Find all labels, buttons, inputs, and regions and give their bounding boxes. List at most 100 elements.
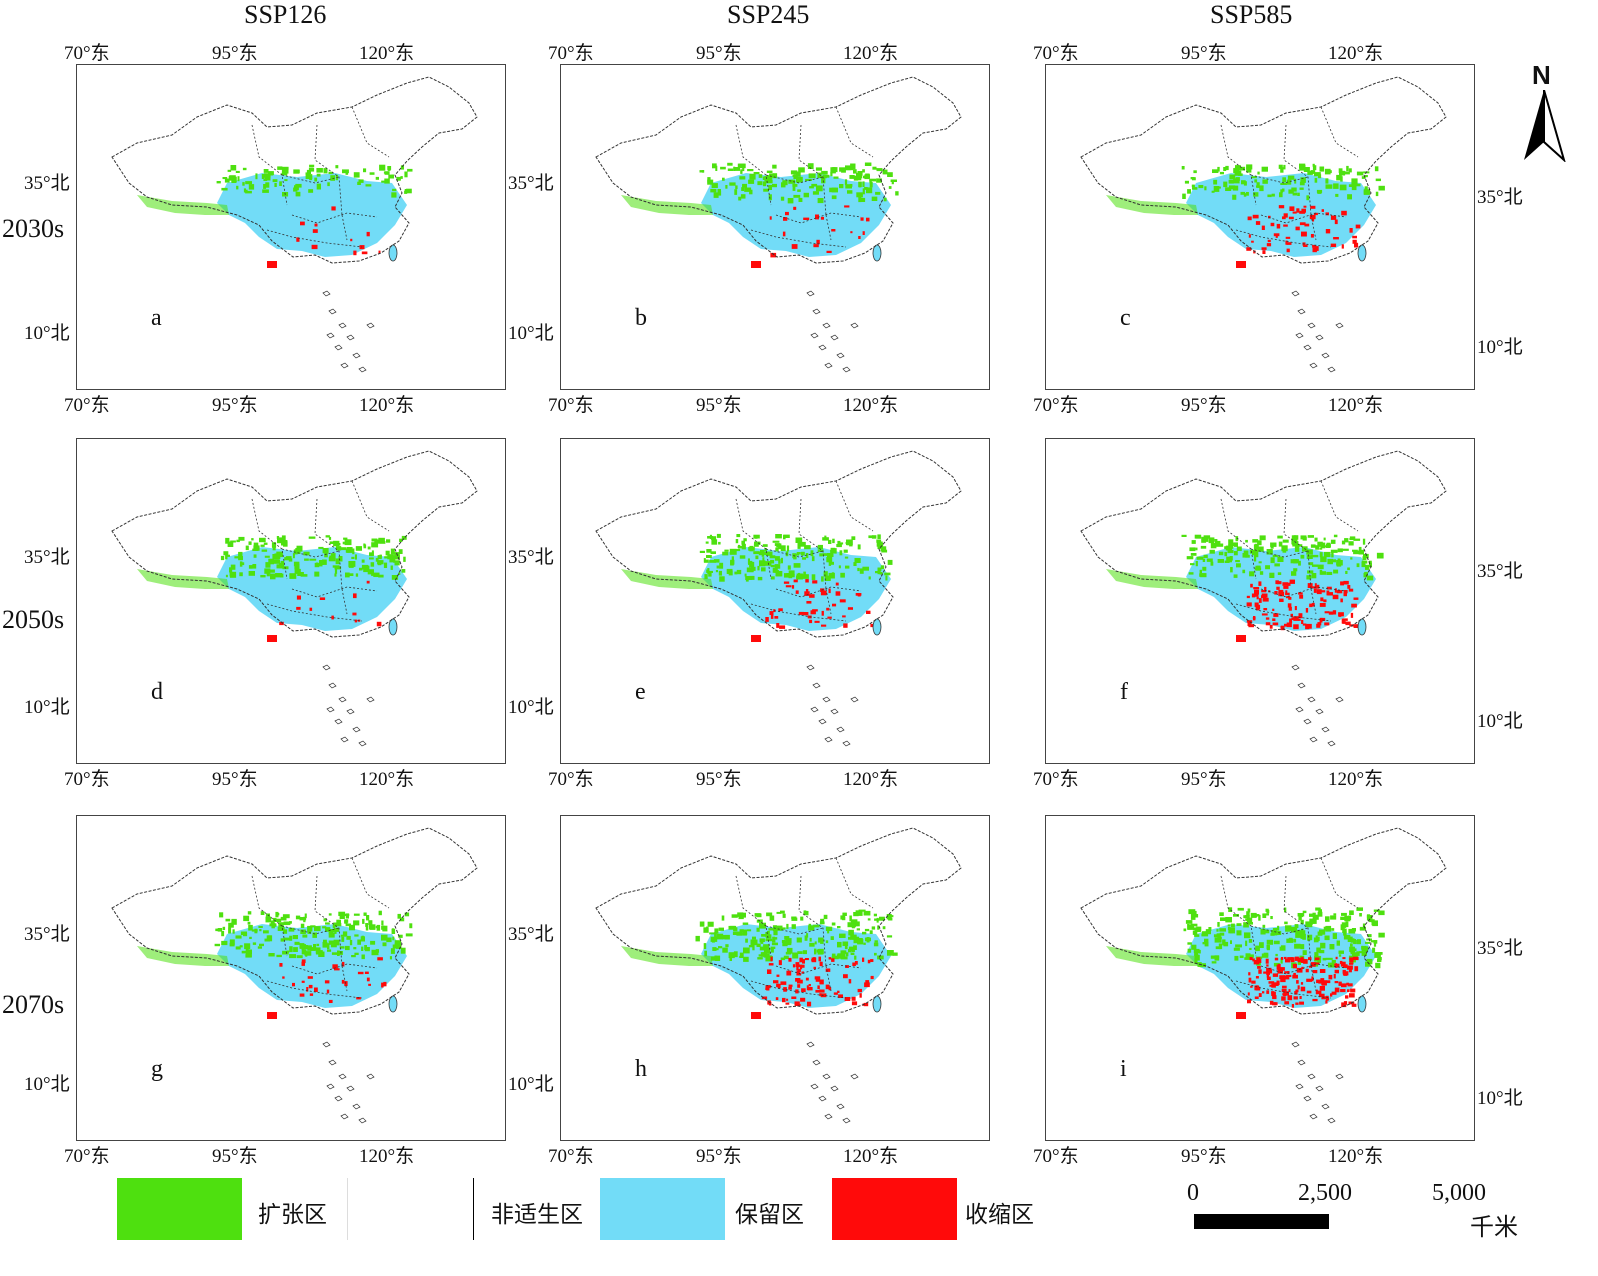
- expansion-cell: [224, 178, 230, 183]
- contraction-cell: [1304, 223, 1310, 227]
- china-map-f: [1080, 450, 1447, 747]
- south-sea-island: [806, 1041, 815, 1048]
- china-map-d: [111, 450, 478, 747]
- expansion-cell: [864, 174, 870, 180]
- expansion-cell: [1236, 923, 1242, 926]
- expansion-cell: [351, 955, 356, 958]
- expansion-cell: [343, 537, 348, 540]
- expansion-cell: [1223, 167, 1227, 171]
- expansion-cell: [1261, 166, 1268, 172]
- contraction-cell: [803, 612, 809, 616]
- expansion-cell: [1283, 164, 1286, 170]
- contraction-cell: [1256, 596, 1259, 600]
- south-sea-island: [812, 682, 821, 689]
- expansion-cell: [763, 952, 768, 958]
- contraction-cell: [341, 961, 345, 967]
- contraction-cell: [1341, 210, 1347, 216]
- contraction-cell: [1349, 228, 1353, 233]
- expansion-cell: [858, 196, 862, 203]
- map-panel-b: b: [560, 64, 990, 390]
- map-panel-a: a: [76, 64, 506, 390]
- contraction-cell: [1294, 956, 1299, 961]
- expansion-cell: [780, 957, 786, 961]
- expansion-cell: [786, 923, 789, 929]
- contraction-cell: [319, 597, 326, 600]
- expansion-cell: [814, 941, 817, 945]
- contraction-cell: [1333, 974, 1336, 979]
- contraction-cell: [1283, 585, 1289, 589]
- expansion-cell: [1367, 934, 1372, 938]
- expansion-area-west: [137, 195, 229, 215]
- expansion-cell: [1202, 558, 1206, 562]
- contraction-cell: [1295, 1002, 1299, 1005]
- map-panel-i: i: [1045, 815, 1475, 1141]
- expansion-cell: [1313, 937, 1319, 943]
- expansion-cell: [856, 928, 860, 931]
- south-sea-island: [842, 366, 851, 373]
- contraction-cell: [307, 976, 313, 979]
- expansion-cell: [300, 574, 308, 577]
- lat-tick-lat_10-c: 10°北: [1477, 337, 1523, 358]
- expansion-cell: [243, 915, 250, 922]
- contraction-cell: [848, 979, 852, 984]
- scale-bar-white-segment: [1329, 1214, 1464, 1229]
- expansion-cell: [383, 562, 388, 568]
- expansion-cell: [862, 169, 865, 173]
- expansion-cell: [281, 540, 288, 546]
- expansion-cell: [1271, 193, 1275, 197]
- contraction-cell: [1301, 231, 1307, 237]
- south-sea-island: [806, 290, 815, 297]
- expansion-cell: [309, 164, 315, 168]
- expansion-cell: [812, 924, 820, 928]
- expansion-cell: [819, 921, 825, 925]
- contraction-cell: [785, 211, 789, 216]
- lat-tick-lat_10-d: 10°北: [24, 697, 70, 718]
- expansion-cell: [279, 181, 282, 186]
- expansion-cell: [787, 565, 791, 570]
- expansion-cell: [1190, 563, 1195, 566]
- expansion-cell: [1212, 956, 1220, 959]
- expansion-cell: [749, 189, 753, 195]
- contraction-cell: [812, 580, 818, 584]
- contraction-cell: [1289, 206, 1295, 211]
- expansion-cell: [1277, 535, 1283, 539]
- contraction-cell: [1256, 606, 1260, 611]
- expansion-cell: [1243, 922, 1249, 928]
- contraction-cell: [314, 987, 318, 992]
- expansion-cell: [733, 951, 738, 958]
- expansion-cell: [229, 939, 235, 946]
- expansion-cell: [1314, 177, 1318, 183]
- expansion-cell: [1290, 926, 1298, 933]
- contraction-cell: [1310, 205, 1316, 209]
- contraction-cell: [819, 989, 825, 993]
- expansion-cell: [749, 173, 756, 180]
- expansion-cell: [1352, 948, 1357, 952]
- retention-area: [217, 173, 407, 257]
- expansion-cell: [391, 192, 397, 198]
- expansion-cell: [342, 913, 350, 917]
- expansion-cell: [761, 567, 766, 572]
- contraction-cell: [1283, 975, 1290, 980]
- south-sea-island: [352, 352, 361, 359]
- expansion-cell: [377, 560, 384, 565]
- expansion-cell: [1299, 187, 1304, 190]
- expansion-cell: [840, 950, 847, 954]
- expansion-cell: [278, 923, 282, 928]
- contraction-cell: [366, 231, 370, 237]
- expansion-cell: [776, 572, 782, 577]
- expansion-cell: [272, 554, 279, 560]
- south-sea-island: [1335, 696, 1344, 703]
- lon-tick-bottom-f-1: 95°东: [1181, 769, 1227, 790]
- expansion-cell: [336, 919, 341, 926]
- expansion-cell: [845, 184, 852, 189]
- contraction-cell: [751, 1012, 761, 1019]
- province-border: [1283, 498, 1312, 590]
- expansion-cell: [807, 163, 814, 169]
- expansion-cell: [769, 915, 775, 921]
- contraction-cell: [1282, 582, 1288, 586]
- expansion-cell: [879, 916, 885, 921]
- expansion-cell: [1311, 554, 1319, 558]
- expansion-cell: [1192, 177, 1196, 181]
- contraction-cell: [350, 238, 353, 242]
- expansion-cell: [699, 170, 703, 173]
